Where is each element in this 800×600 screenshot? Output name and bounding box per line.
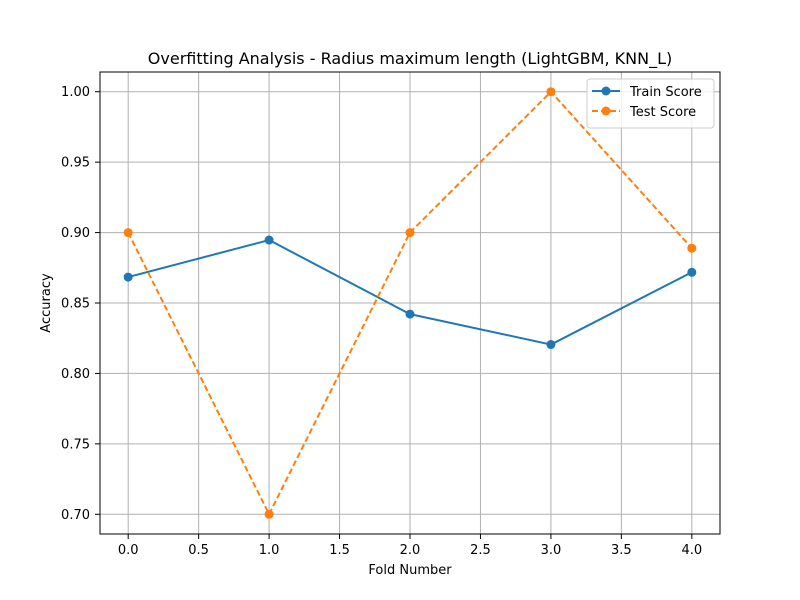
- legend-train-label: Train Score: [629, 85, 702, 100]
- x-tick-label: 2.0: [400, 543, 421, 558]
- legend-train-marker: [601, 86, 611, 96]
- data-point-test-score: [264, 509, 274, 519]
- y-tick-label: 0.75: [61, 437, 90, 452]
- y-tick-label: 0.90: [61, 226, 90, 241]
- data-point-test-score: [546, 87, 556, 97]
- legend-test-marker: [601, 106, 611, 116]
- x-tick-label: 3.0: [541, 543, 562, 558]
- y-tick-label: 0.85: [61, 297, 90, 312]
- series-line-test-score: [127, 90, 693, 516]
- data-point-test-score: [687, 243, 697, 253]
- data-point-train-score: [264, 235, 274, 245]
- y-tick-label: 0.70: [61, 508, 90, 523]
- data-point-test-score: [123, 228, 133, 238]
- x-tick-label: 3.5: [611, 543, 632, 558]
- chart-title: Overfitting Analysis - Radius maximum le…: [148, 49, 672, 69]
- series-layer: [123, 87, 697, 519]
- x-tick-label: 0.0: [118, 543, 139, 558]
- y-tick-label: 0.95: [61, 156, 90, 171]
- data-point-train-score: [405, 309, 415, 319]
- x-tick-label: 1.5: [329, 543, 350, 558]
- x-tick-label: 0.5: [188, 543, 209, 558]
- legend: Train Score Test Score: [586, 78, 715, 129]
- y-tick-label: 1.00: [61, 85, 90, 100]
- x-tick-label: 1.0: [259, 543, 280, 558]
- y-axis-label: Accuracy: [39, 273, 54, 333]
- x-axis-label: Fold Number: [368, 563, 452, 578]
- data-point-train-score: [687, 267, 697, 277]
- y-tick-label: 0.80: [61, 367, 90, 382]
- axis-ticks: 0.0 0.5 1.0 1.5 2.0 2.5 3.0 3.5 4.0 0.70 0.75 0.80 0…: [61, 85, 702, 558]
- data-point-train-score: [546, 340, 556, 350]
- data-point-train-score: [123, 272, 133, 282]
- data-point-test-score: [405, 228, 415, 238]
- x-tick-label: 4.0: [681, 543, 702, 558]
- x-tick-label: 2.5: [470, 543, 491, 558]
- legend-test-label: Test Score: [629, 105, 696, 120]
